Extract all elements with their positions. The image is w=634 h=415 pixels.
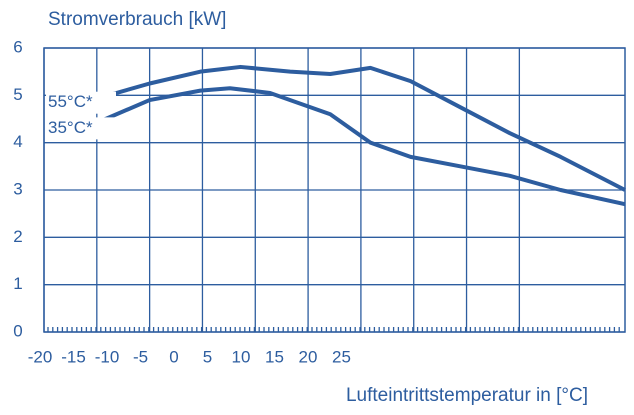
x-tick-label: -10 bbox=[95, 347, 120, 366]
x-axis-label: Lufteintrittstemperatur in [°C] bbox=[346, 385, 588, 406]
x-tick-label: 15 bbox=[265, 347, 284, 366]
line bbox=[99, 64, 626, 192]
x-tick-label: 20 bbox=[299, 347, 318, 366]
x-tick-label: 5 bbox=[203, 347, 212, 366]
y-tick-label: 2 bbox=[13, 227, 22, 246]
y-tick-label: 0 bbox=[13, 321, 22, 340]
x-tick-label: -15 bbox=[61, 347, 86, 366]
y-tick-label: 6 bbox=[13, 37, 22, 56]
x-tick-label: 0 bbox=[169, 347, 178, 366]
y-tick-label: 5 bbox=[13, 85, 22, 104]
legend-label: 55°C* bbox=[48, 92, 93, 111]
legend-label: 35°C* bbox=[48, 118, 93, 137]
x-tick-label: 10 bbox=[232, 347, 251, 366]
legend-label-bg bbox=[46, 117, 116, 140]
y-tick-label: 3 bbox=[13, 179, 22, 198]
y-tick-label: 4 bbox=[13, 132, 22, 151]
y-tick-label: 1 bbox=[13, 274, 22, 293]
line bbox=[99, 86, 626, 207]
x-tick-label: -20 bbox=[28, 347, 53, 366]
chart-title: Stromverbrauch [kW] bbox=[48, 9, 226, 30]
x-tick-label: -5 bbox=[133, 347, 148, 366]
x-tick-label: 25 bbox=[332, 347, 351, 366]
legend-label-bg bbox=[46, 91, 116, 114]
